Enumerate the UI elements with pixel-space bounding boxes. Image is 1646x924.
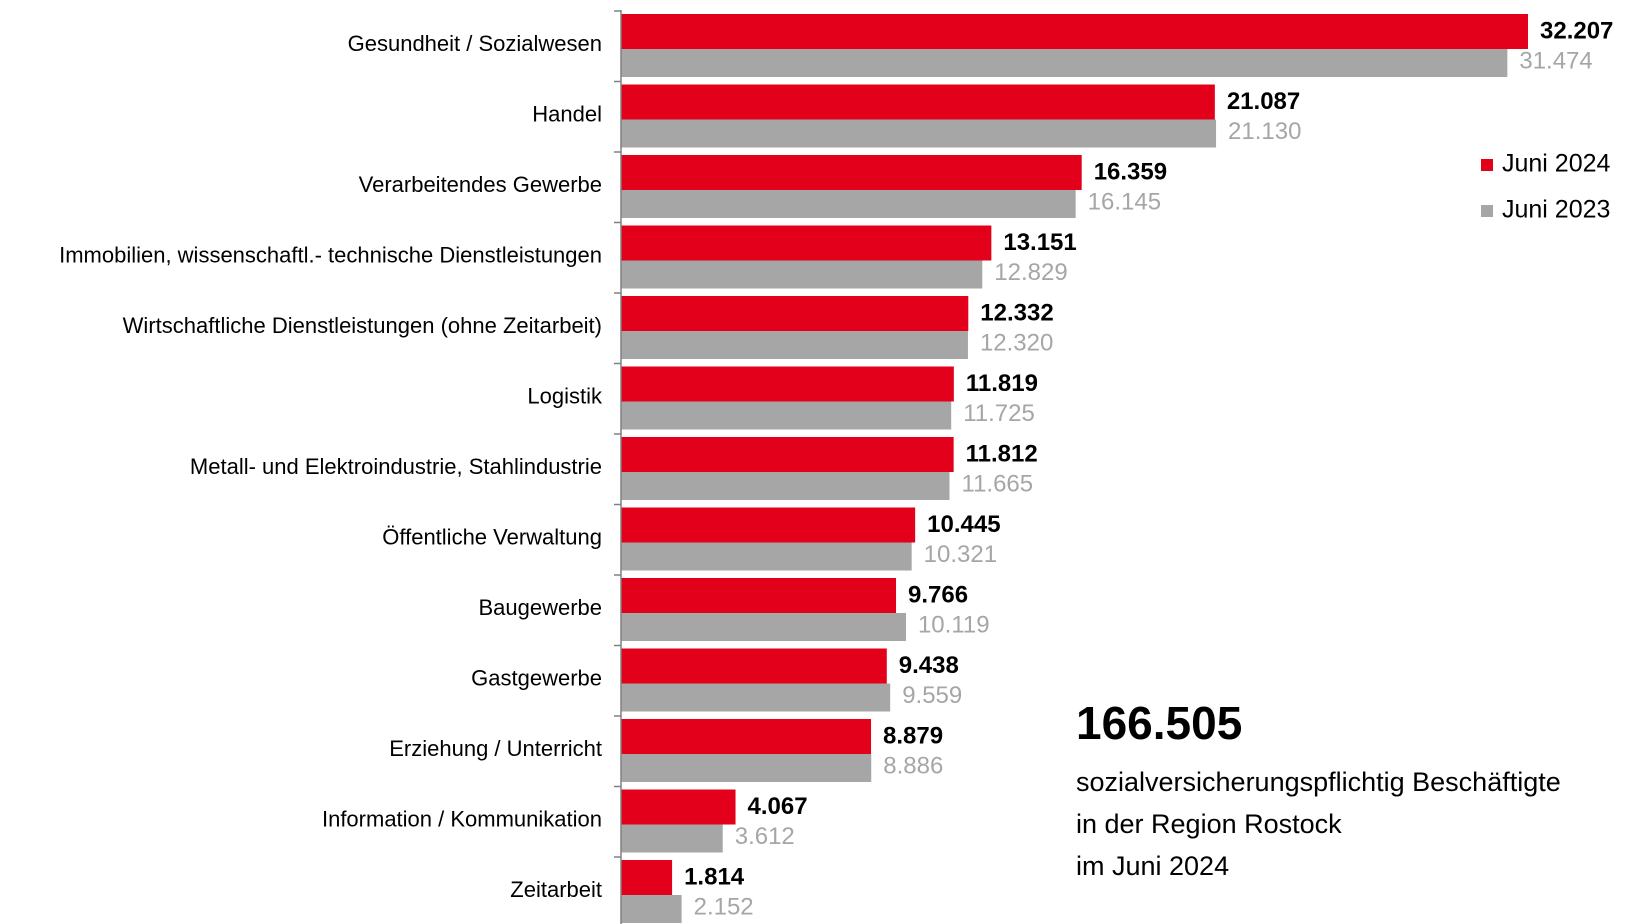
value-label: 16.145 bbox=[1088, 188, 1161, 215]
category-label: Information / Kommunikation bbox=[322, 806, 602, 831]
bar bbox=[621, 895, 682, 923]
bar bbox=[621, 260, 983, 289]
total-number: 166.505 bbox=[1076, 697, 1242, 749]
bar bbox=[621, 401, 952, 430]
value-label: 32.207 bbox=[1540, 17, 1613, 44]
value-label: 13.151 bbox=[1003, 229, 1076, 256]
value-label: 9.438 bbox=[899, 652, 959, 679]
legend-swatch bbox=[1481, 159, 1493, 171]
category-label: Handel bbox=[532, 101, 602, 126]
value-label: 2.152 bbox=[694, 893, 754, 920]
bar bbox=[621, 225, 992, 261]
value-label: 11.812 bbox=[966, 440, 1038, 467]
value-label: 11.665 bbox=[962, 470, 1034, 497]
category-label: Zeitarbeit bbox=[510, 877, 602, 902]
bar bbox=[621, 789, 736, 825]
value-label: 12.829 bbox=[994, 259, 1067, 286]
bar bbox=[621, 437, 954, 472]
category-label: Gastgewerbe bbox=[471, 665, 602, 690]
value-label: 21.087 bbox=[1227, 88, 1300, 115]
bar bbox=[621, 683, 891, 712]
bar bbox=[621, 119, 1217, 148]
value-label: 9.559 bbox=[902, 682, 962, 709]
category-label: Immobilien, wissenschaftl.- technische D… bbox=[59, 242, 602, 267]
bar bbox=[621, 296, 969, 331]
bar bbox=[621, 578, 897, 613]
bar bbox=[621, 84, 1215, 120]
bar bbox=[621, 49, 1508, 77]
value-label: 11.819 bbox=[966, 370, 1038, 397]
bar bbox=[621, 754, 872, 782]
total-caption: in der Region Rostock bbox=[1076, 809, 1342, 839]
bar bbox=[621, 190, 1076, 218]
value-label: 1.814 bbox=[684, 863, 745, 890]
value-label: 8.886 bbox=[883, 752, 943, 779]
value-label: 16.359 bbox=[1094, 158, 1167, 185]
value-label: 12.320 bbox=[980, 329, 1053, 356]
value-label: 10.321 bbox=[924, 541, 997, 568]
value-label: 4.067 bbox=[748, 793, 808, 820]
bar bbox=[621, 331, 968, 359]
value-label: 10.119 bbox=[918, 611, 990, 638]
value-label: 31.474 bbox=[1519, 47, 1592, 74]
legend-label: Juni 2024 bbox=[1502, 150, 1611, 178]
category-label: Öffentliche Verwaltung bbox=[382, 524, 602, 549]
bar bbox=[621, 542, 912, 571]
legend-swatch bbox=[1481, 205, 1493, 217]
category-label: Metall- und Elektroindustrie, Stahlindus… bbox=[190, 454, 602, 479]
bar bbox=[621, 824, 723, 853]
value-label: 9.766 bbox=[908, 581, 968, 608]
category-label: Erziehung / Unterricht bbox=[389, 736, 602, 761]
category-label: Wirtschaftliche Dienstleistungen (ohne Z… bbox=[123, 313, 602, 338]
category-label: Logistik bbox=[527, 383, 603, 408]
bar bbox=[621, 719, 872, 754]
value-label: 21.130 bbox=[1228, 118, 1301, 145]
bar bbox=[621, 860, 673, 895]
total-caption: im Juni 2024 bbox=[1076, 851, 1229, 881]
bar bbox=[621, 472, 950, 500]
value-label: 10.445 bbox=[927, 511, 1000, 538]
bar bbox=[621, 613, 906, 641]
bar bbox=[621, 507, 916, 543]
value-label: 11.725 bbox=[963, 400, 1035, 427]
category-label: Gesundheit / Sozialwesen bbox=[348, 31, 602, 56]
bar bbox=[621, 14, 1528, 49]
total-caption: sozialversicherungspflichtig Beschäftigt… bbox=[1076, 767, 1561, 797]
category-label: Baugewerbe bbox=[478, 595, 602, 620]
category-label: Verarbeitendes Gewerbe bbox=[359, 172, 602, 197]
bar bbox=[621, 155, 1082, 190]
legend-label: Juni 2023 bbox=[1502, 196, 1610, 224]
bar bbox=[621, 366, 954, 402]
value-label: 3.612 bbox=[735, 823, 795, 850]
bar bbox=[621, 648, 887, 684]
value-label: 8.879 bbox=[883, 722, 943, 749]
value-label: 12.332 bbox=[980, 299, 1053, 326]
